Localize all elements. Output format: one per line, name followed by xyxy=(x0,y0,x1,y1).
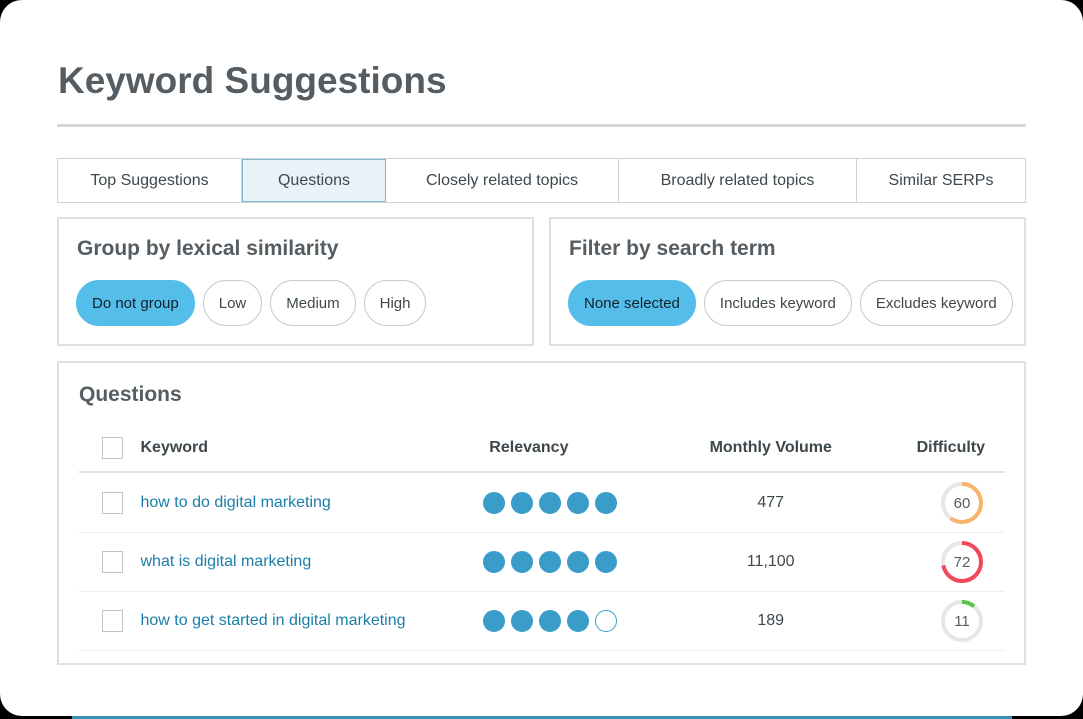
table-row: what is digital marketing 11,100 72 xyxy=(79,533,1005,592)
relevancy-dot xyxy=(511,492,534,514)
difficulty-value: 72 xyxy=(953,553,971,571)
relevancy-dot xyxy=(567,610,590,632)
divider xyxy=(57,124,1026,127)
relevancy-dot xyxy=(539,551,562,573)
monthly-volume: 477 xyxy=(757,494,785,511)
relevancy-dot xyxy=(539,492,562,514)
difficulty-arc xyxy=(941,541,983,583)
difficulty-gauge: 60 xyxy=(939,480,985,526)
filter-includes-keyword[interactable]: Includes keyword xyxy=(703,280,852,326)
relevancy-dot xyxy=(483,492,506,514)
tab-bar: Top Suggestions Questions Closely relate… xyxy=(57,158,1026,203)
relevancy-dot xyxy=(511,551,534,573)
group-high[interactable]: High xyxy=(363,280,427,326)
col-relevancy: Relevancy xyxy=(489,439,569,456)
tab-questions[interactable]: Questions xyxy=(242,159,386,202)
relevancy-dot xyxy=(567,492,590,514)
col-difficulty: Difficulty xyxy=(916,439,986,456)
tab-broadly-related[interactable]: Broadly related topics xyxy=(619,159,857,202)
questions-panel: Questions Keyword Relevancy Monthly Volu… xyxy=(57,361,1026,665)
difficulty-value: 60 xyxy=(953,494,971,512)
relevancy-dot xyxy=(595,492,618,514)
group-do-not-group[interactable]: Do not group xyxy=(76,280,195,326)
monthly-volume: 11,100 xyxy=(746,553,795,570)
filter-none-selected[interactable]: None selected xyxy=(568,280,696,326)
col-volume: Monthly Volume xyxy=(709,439,832,456)
relevancy-dot xyxy=(567,551,590,573)
group-heading: Group by lexical similarity xyxy=(77,237,339,260)
difficulty-arc xyxy=(941,600,983,642)
tab-closely-related[interactable]: Closely related topics xyxy=(386,159,619,202)
relevancy-rating xyxy=(483,551,683,573)
filter-panel: Filter by search term None selected Incl… xyxy=(549,217,1026,346)
select-all-checkbox[interactable] xyxy=(102,437,124,459)
bottom-accent xyxy=(72,716,1012,719)
keyword-link[interactable]: how to do digital marketing xyxy=(140,494,331,511)
filter-heading: Filter by search term xyxy=(569,237,776,260)
page-title: Keyword Suggestions xyxy=(58,60,447,101)
relevancy-dot xyxy=(539,610,562,632)
difficulty-value: 11 xyxy=(954,612,970,630)
col-keyword: Keyword xyxy=(140,439,209,456)
table-header: Keyword Relevancy Monthly Volume Difficu… xyxy=(79,425,1005,473)
group-medium[interactable]: Medium xyxy=(270,280,356,326)
relevancy-dot xyxy=(483,610,506,632)
keyword-link[interactable]: what is digital marketing xyxy=(140,553,312,570)
relevancy-rating xyxy=(483,610,683,632)
table-row: how to get started in digital marketing … xyxy=(79,592,1005,651)
relevancy-dot xyxy=(511,610,534,632)
group-panel: Group by lexical similarity Do not group… xyxy=(57,217,534,346)
difficulty-gauge: 72 xyxy=(939,539,985,585)
filter-excludes-keyword[interactable]: Excludes keyword xyxy=(859,280,1013,326)
difficulty-arc xyxy=(941,482,983,524)
relevancy-dot xyxy=(595,551,618,573)
questions-heading: Questions xyxy=(79,383,182,406)
row-checkbox[interactable] xyxy=(102,492,124,514)
monthly-volume: 189 xyxy=(757,612,785,629)
relevancy-dot xyxy=(483,551,506,573)
group-low[interactable]: Low xyxy=(202,280,263,326)
table-row: how to do digital marketing 477 60 xyxy=(79,474,1005,533)
relevancy-dot xyxy=(595,610,618,632)
tab-similar-serps[interactable]: Similar SERPs xyxy=(888,171,994,189)
keyword-link[interactable]: how to get started in digital marketing xyxy=(140,612,406,629)
tab-top-suggestions[interactable]: Top Suggestions xyxy=(58,159,242,202)
row-checkbox[interactable] xyxy=(102,551,124,573)
difficulty-gauge: 11 xyxy=(939,598,985,644)
row-checkbox[interactable] xyxy=(102,610,124,632)
relevancy-rating xyxy=(483,492,683,514)
